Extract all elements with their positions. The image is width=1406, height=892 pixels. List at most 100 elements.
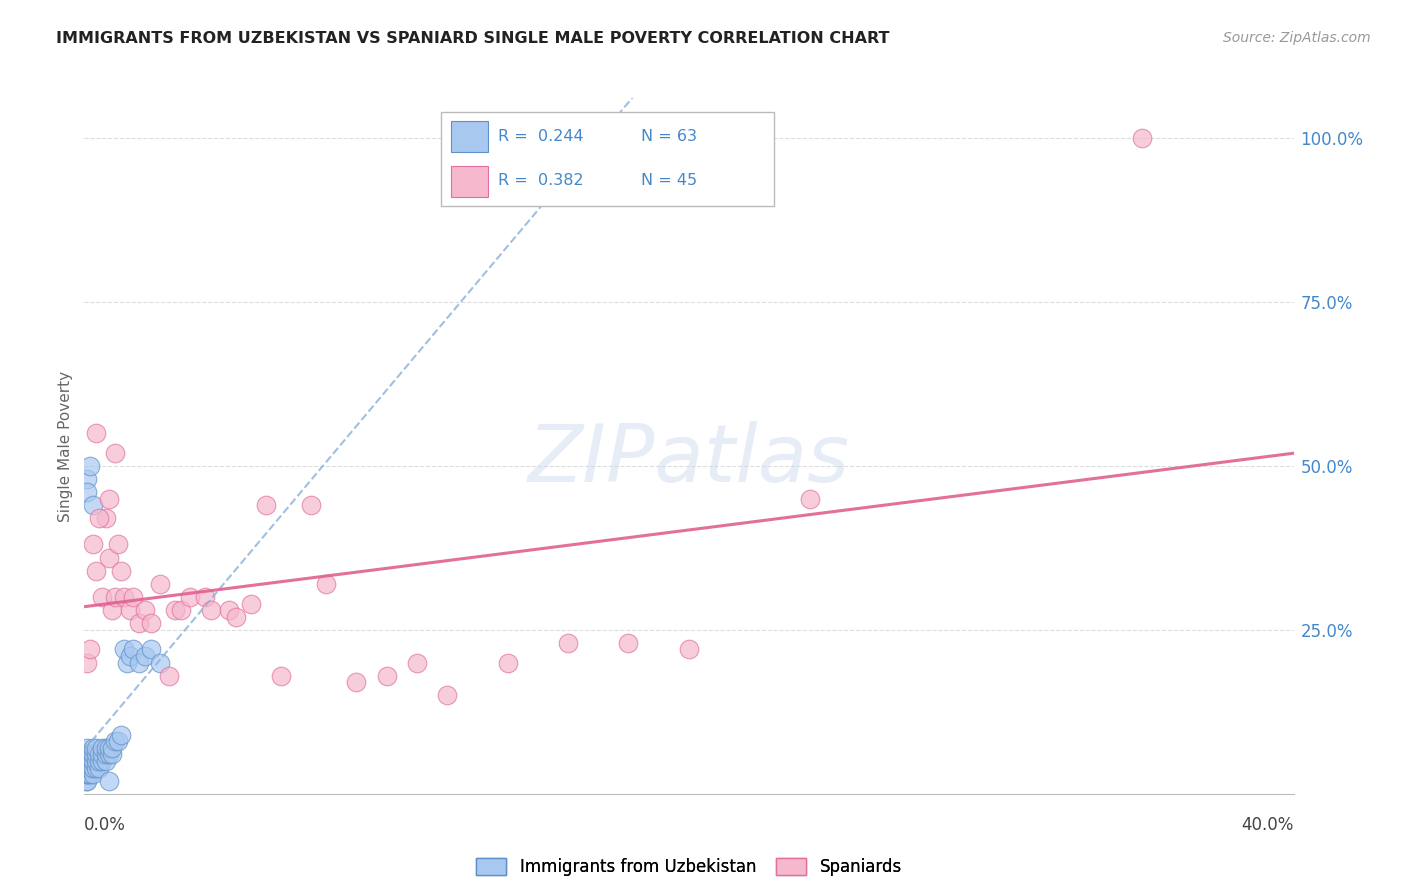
Point <box>165 603 187 617</box>
Point <box>79 761 101 775</box>
Point <box>112 590 135 604</box>
Point <box>91 590 114 604</box>
Point <box>315 577 337 591</box>
Point <box>94 511 117 525</box>
Point <box>77 767 100 781</box>
Text: ZIPatlas: ZIPatlas <box>527 421 851 499</box>
Point <box>76 773 98 788</box>
Point <box>89 747 111 762</box>
Point <box>82 498 104 512</box>
Point <box>170 603 193 617</box>
Point <box>179 590 201 604</box>
Point <box>80 754 103 768</box>
Point <box>89 761 111 775</box>
Point <box>76 754 98 768</box>
Point <box>79 642 101 657</box>
Point <box>149 656 172 670</box>
Point <box>91 747 114 762</box>
Legend: Immigrants from Uzbekistan, Spaniards: Immigrants from Uzbekistan, Spaniards <box>470 852 908 883</box>
Point <box>100 747 122 762</box>
Point <box>94 754 117 768</box>
Point <box>678 642 700 657</box>
Point <box>557 636 579 650</box>
Point <box>121 642 143 657</box>
Point <box>82 761 104 775</box>
Point <box>76 472 98 486</box>
Point <box>79 767 101 781</box>
Point <box>149 577 172 591</box>
Point <box>89 511 111 525</box>
Point <box>79 747 101 762</box>
Point <box>617 636 640 650</box>
Point <box>76 767 98 781</box>
Point <box>94 747 117 762</box>
Point <box>128 616 150 631</box>
Text: 0.0%: 0.0% <box>84 816 127 834</box>
Point <box>118 648 141 663</box>
Text: Source: ZipAtlas.com: Source: ZipAtlas.com <box>1223 31 1371 45</box>
Point <box>139 642 162 657</box>
Point <box>82 537 104 551</box>
Point <box>225 609 247 624</box>
Point <box>94 740 117 755</box>
Point <box>79 754 101 768</box>
Point <box>104 734 127 748</box>
Point <box>82 754 104 768</box>
Point <box>97 773 120 788</box>
Point <box>77 761 100 775</box>
Point <box>97 550 120 565</box>
Point <box>89 754 111 768</box>
Point <box>270 669 292 683</box>
Point <box>97 740 120 755</box>
Point <box>104 445 127 459</box>
Point <box>799 491 821 506</box>
Point <box>80 747 103 762</box>
Point <box>76 767 98 781</box>
Point <box>82 767 104 781</box>
Point <box>100 740 122 755</box>
Point <box>134 648 156 663</box>
Point <box>139 616 162 631</box>
Point <box>239 597 262 611</box>
Point <box>76 656 98 670</box>
Point <box>75 767 97 781</box>
Point <box>496 656 519 670</box>
Point <box>110 564 132 578</box>
Y-axis label: Single Male Poverty: Single Male Poverty <box>58 370 73 522</box>
Point <box>104 590 127 604</box>
Text: IMMIGRANTS FROM UZBEKISTAN VS SPANIARD SINGLE MALE POVERTY CORRELATION CHART: IMMIGRANTS FROM UZBEKISTAN VS SPANIARD S… <box>56 31 890 46</box>
Point <box>91 754 114 768</box>
Point <box>406 656 429 670</box>
Point <box>75 773 97 788</box>
Point <box>86 754 108 768</box>
Text: 40.0%: 40.0% <box>1241 816 1294 834</box>
Point <box>77 754 100 768</box>
Point <box>375 669 398 683</box>
Point <box>118 603 141 617</box>
Point <box>218 603 240 617</box>
Point <box>121 590 143 604</box>
Point <box>86 761 108 775</box>
Point <box>86 740 108 755</box>
Point <box>82 740 104 755</box>
Point <box>86 425 108 440</box>
Point <box>76 761 98 775</box>
Point <box>107 537 129 551</box>
Point <box>86 564 108 578</box>
Point <box>128 656 150 670</box>
Point <box>200 603 222 617</box>
Point <box>76 485 98 500</box>
Point <box>157 669 180 683</box>
Point <box>97 747 120 762</box>
Point <box>110 728 132 742</box>
Point <box>299 498 322 512</box>
Point <box>76 761 98 775</box>
Point <box>91 740 114 755</box>
Point <box>77 754 100 768</box>
Point <box>194 590 217 604</box>
Point <box>436 689 458 703</box>
Point <box>107 734 129 748</box>
Point <box>86 747 108 762</box>
Point <box>254 498 277 512</box>
Point <box>80 761 103 775</box>
